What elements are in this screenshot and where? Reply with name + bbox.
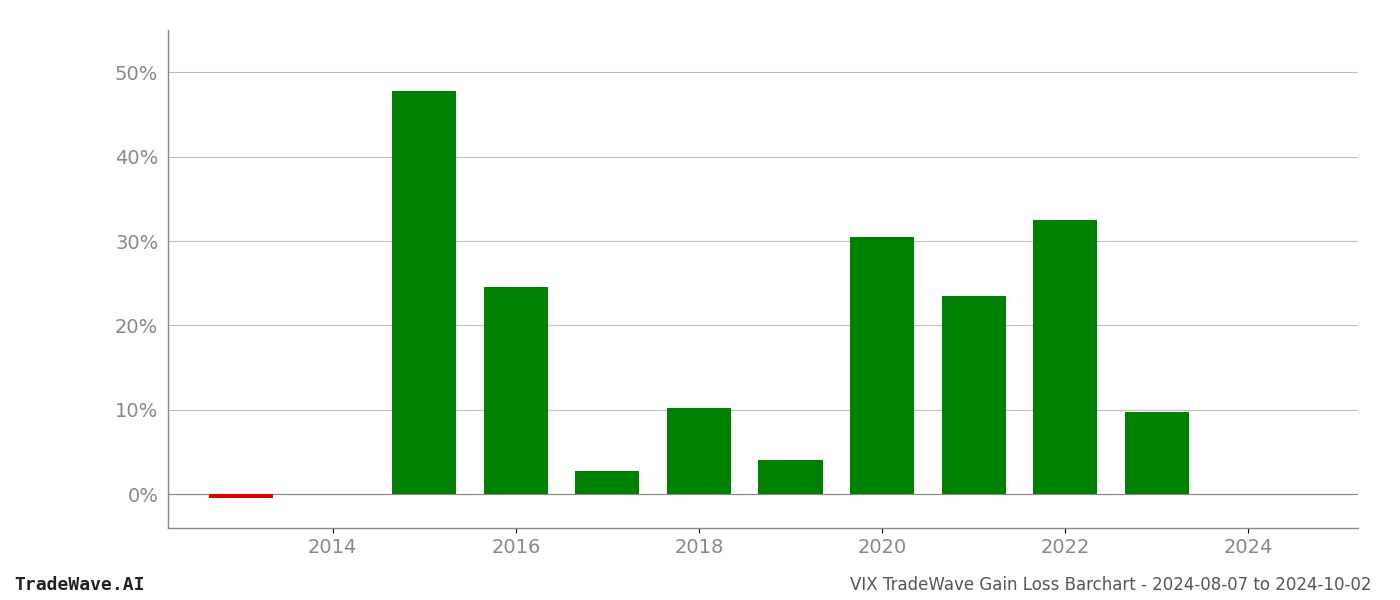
Bar (759, 460, 823, 494)
Bar (209, 494, 273, 499)
Bar (850, 237, 914, 494)
Bar (484, 287, 547, 494)
Bar (666, 408, 731, 494)
Bar (1124, 412, 1189, 494)
Bar (392, 91, 456, 494)
Text: VIX TradeWave Gain Loss Barchart - 2024-08-07 to 2024-10-02: VIX TradeWave Gain Loss Barchart - 2024-… (851, 576, 1372, 594)
Bar (575, 470, 640, 494)
Text: TradeWave.AI: TradeWave.AI (14, 576, 144, 594)
Bar (942, 296, 1005, 494)
Bar (1033, 220, 1098, 494)
